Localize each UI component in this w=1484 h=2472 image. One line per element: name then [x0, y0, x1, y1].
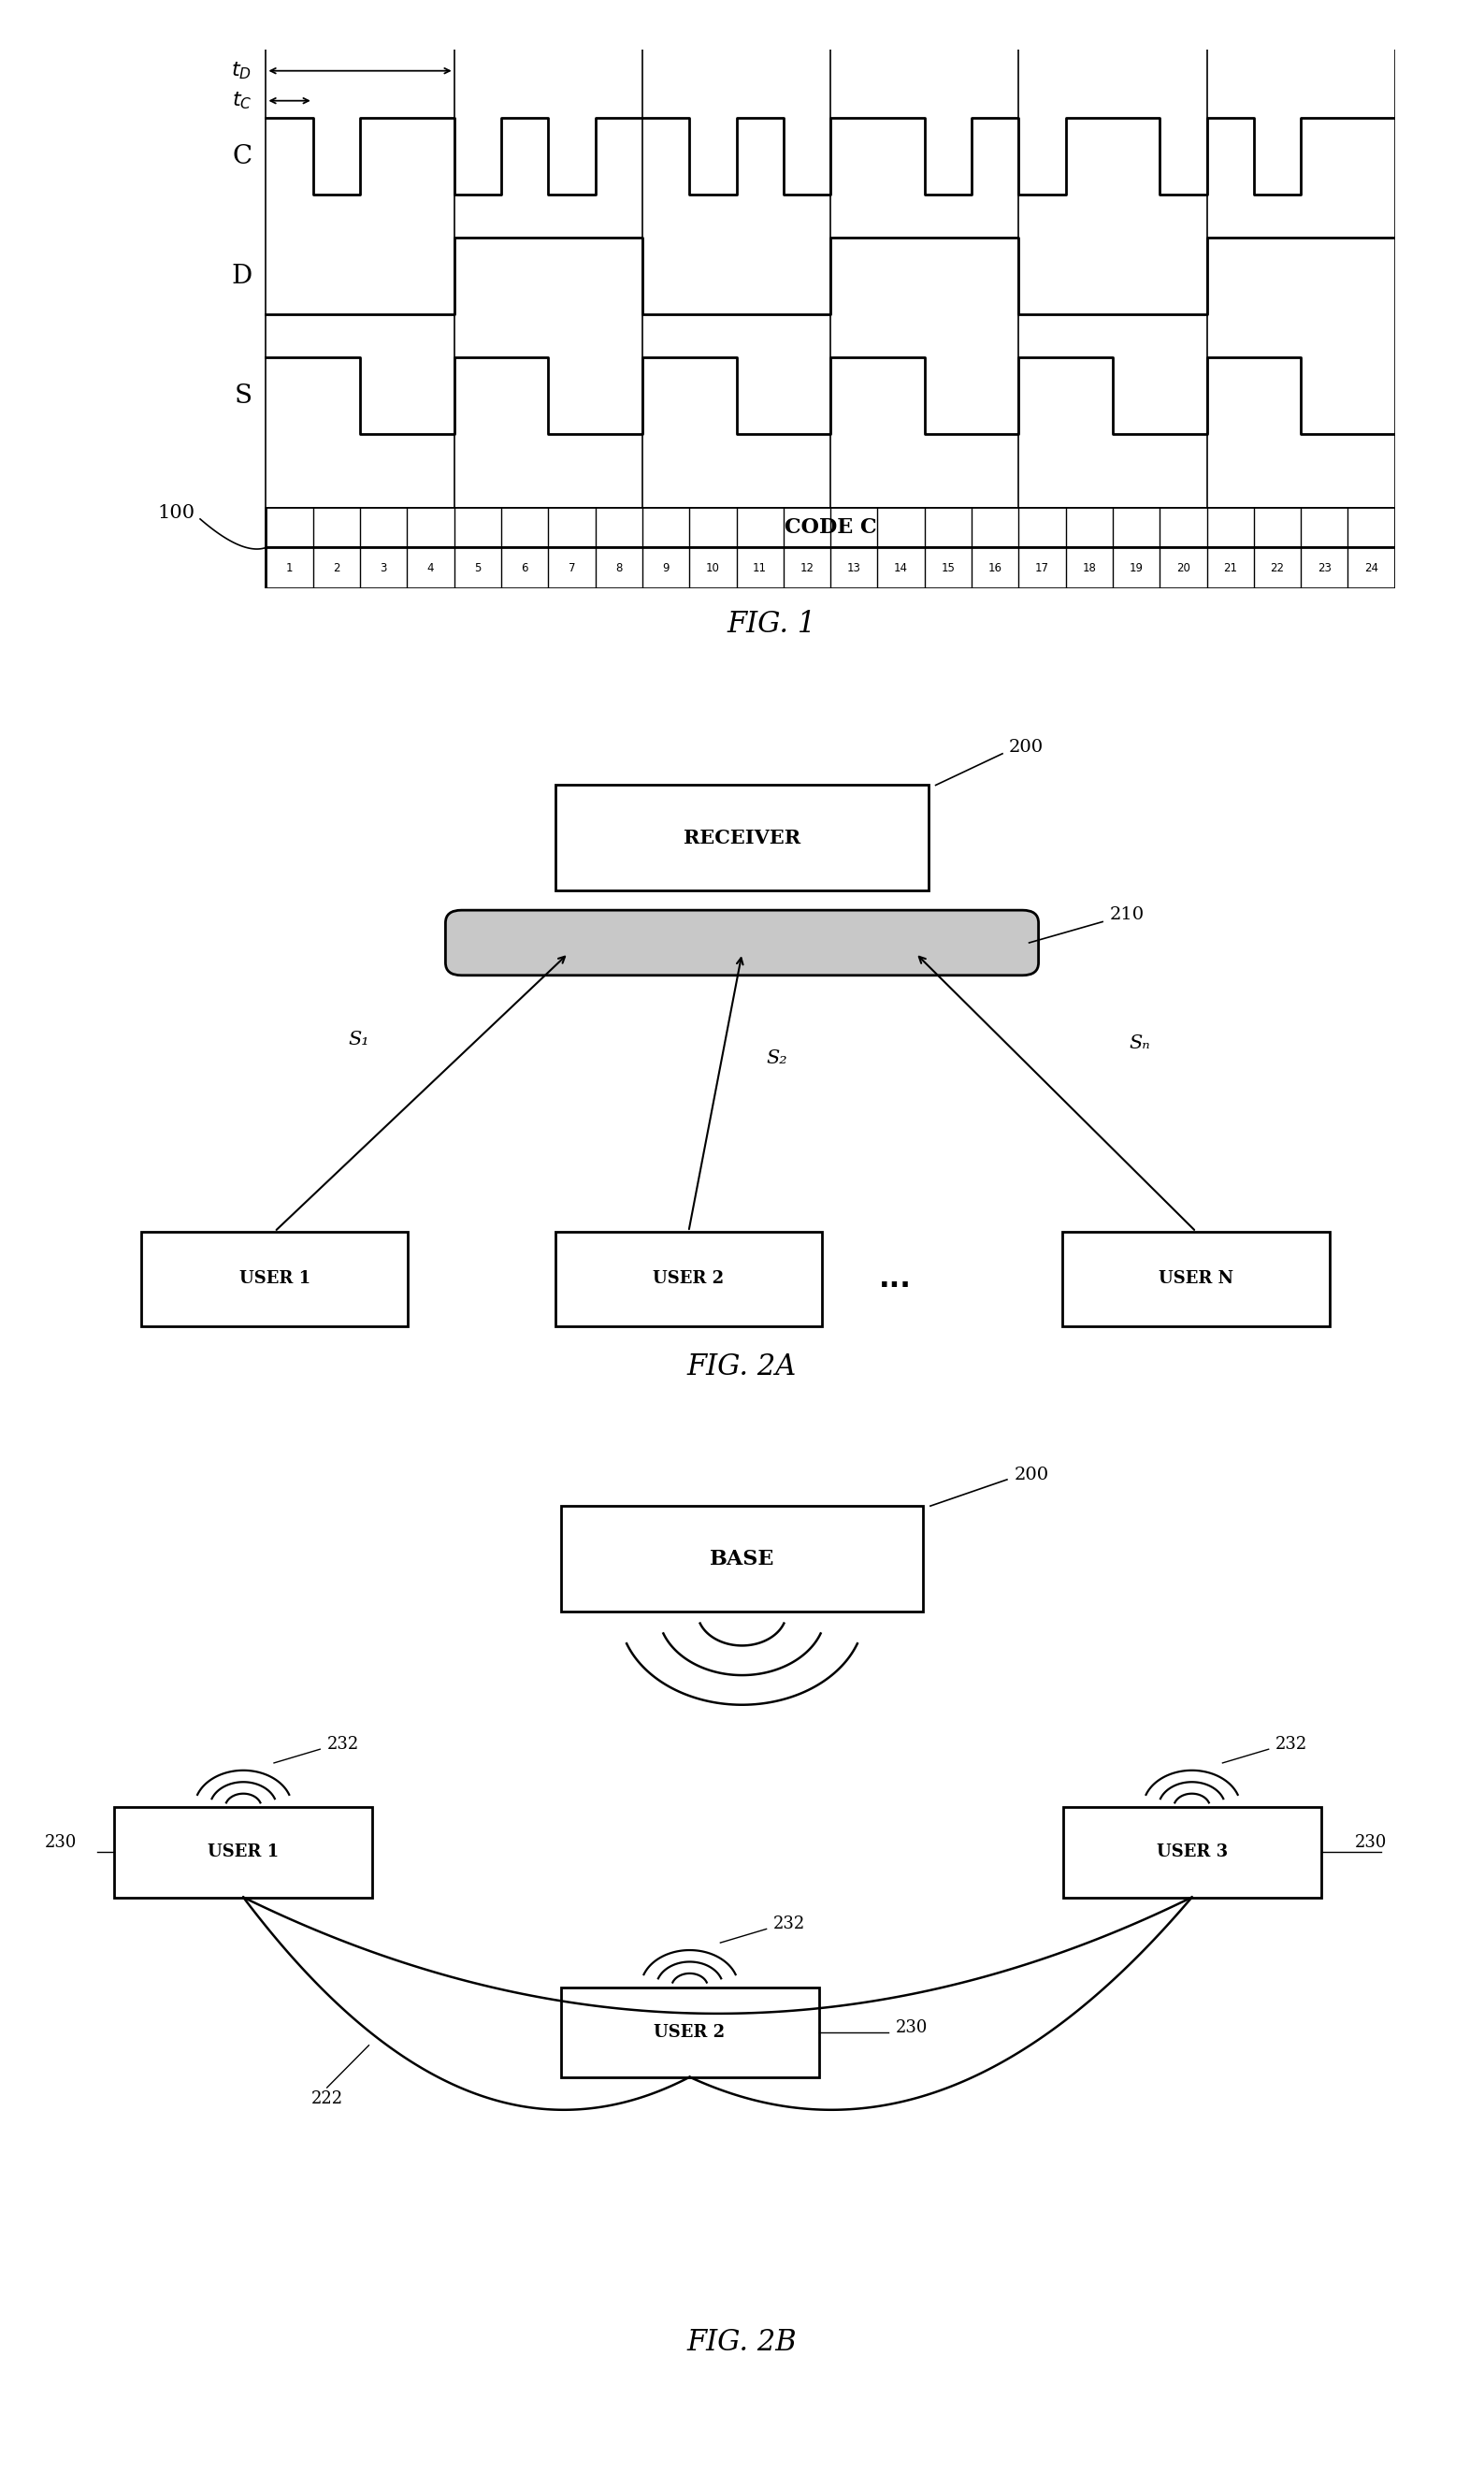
Text: 7: 7	[568, 561, 576, 574]
Text: USER 2: USER 2	[653, 1271, 724, 1288]
Text: C: C	[232, 143, 252, 168]
Text: FIG. 2A: FIG. 2A	[687, 1352, 797, 1382]
Text: 16: 16	[988, 561, 1002, 574]
Text: 230: 230	[1355, 1834, 1386, 1852]
Text: 1: 1	[286, 561, 292, 574]
FancyBboxPatch shape	[141, 1231, 408, 1325]
Text: 8: 8	[616, 561, 622, 574]
FancyBboxPatch shape	[555, 1231, 822, 1325]
Text: 13: 13	[847, 561, 861, 574]
Text: ...: ...	[880, 1266, 911, 1293]
Text: 19: 19	[1129, 561, 1143, 574]
Text: FIG. 2B: FIG. 2B	[687, 2329, 797, 2358]
Text: S: S	[234, 383, 252, 408]
Text: 232: 232	[326, 1735, 359, 1753]
FancyBboxPatch shape	[561, 1987, 819, 2076]
Text: 24: 24	[1364, 561, 1379, 574]
Text: 9: 9	[662, 561, 669, 574]
Text: 23: 23	[1318, 561, 1331, 574]
Text: 230: 230	[45, 1834, 77, 1852]
Text: 10: 10	[706, 561, 720, 574]
Text: CODE C: CODE C	[785, 517, 877, 536]
Text: 232: 232	[773, 1916, 806, 1933]
Text: 200: 200	[1009, 739, 1043, 756]
Text: $t_C$: $t_C$	[232, 89, 252, 111]
Text: D: D	[232, 265, 252, 289]
Text: 222: 222	[312, 2091, 343, 2106]
Text: USER 1: USER 1	[208, 1844, 279, 1861]
Text: 210: 210	[1110, 907, 1144, 925]
Text: 21: 21	[1223, 561, 1238, 574]
Text: USER N: USER N	[1159, 1271, 1233, 1288]
Text: S₁: S₁	[347, 1031, 370, 1048]
Text: 20: 20	[1177, 561, 1190, 574]
Text: 17: 17	[1036, 561, 1049, 574]
Text: 6: 6	[521, 561, 528, 574]
Text: 22: 22	[1270, 561, 1284, 574]
Text: USER 3: USER 3	[1156, 1844, 1227, 1861]
Text: Sₙ: Sₙ	[1129, 1033, 1150, 1053]
Text: 5: 5	[475, 561, 481, 574]
Text: FIG. 1: FIG. 1	[727, 611, 816, 638]
Text: 14: 14	[893, 561, 908, 574]
Text: 12: 12	[800, 561, 813, 574]
Text: RECEIVER: RECEIVER	[684, 828, 800, 848]
Text: 100: 100	[157, 504, 196, 522]
Text: 11: 11	[752, 561, 767, 574]
Bar	[266, 549, 1395, 588]
Text: $t_D$: $t_D$	[232, 59, 252, 82]
Text: 200: 200	[1014, 1466, 1049, 1483]
FancyBboxPatch shape	[1063, 1231, 1330, 1325]
Text: 232: 232	[1276, 1735, 1307, 1753]
Text: USER 1: USER 1	[239, 1271, 310, 1288]
Text: 2: 2	[332, 561, 340, 574]
Text: 230: 230	[895, 2020, 928, 2037]
Text: 4: 4	[427, 561, 435, 574]
FancyBboxPatch shape	[114, 1807, 372, 1898]
Text: S₂: S₂	[766, 1048, 787, 1068]
FancyBboxPatch shape	[555, 786, 929, 890]
Text: 18: 18	[1082, 561, 1097, 574]
Bar	[266, 507, 1395, 549]
FancyBboxPatch shape	[445, 910, 1039, 976]
Text: USER 2: USER 2	[654, 2025, 726, 2039]
FancyBboxPatch shape	[561, 1505, 923, 1612]
FancyBboxPatch shape	[1063, 1807, 1321, 1898]
Text: 3: 3	[380, 561, 387, 574]
Text: 15: 15	[941, 561, 956, 574]
Text: BASE: BASE	[709, 1547, 775, 1570]
